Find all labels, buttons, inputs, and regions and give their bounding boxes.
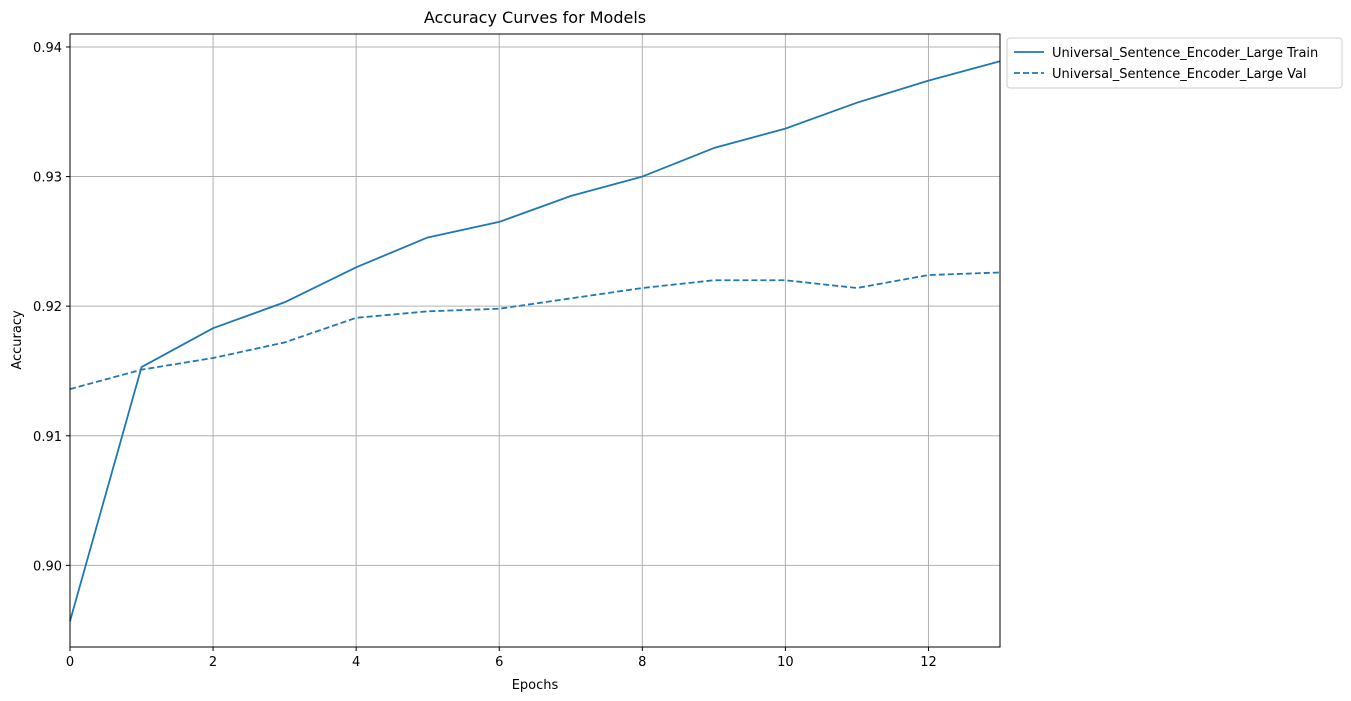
x-tick-label: 4 <box>352 655 360 670</box>
x-tick-label: 8 <box>638 655 646 670</box>
plot-area-border <box>69 33 1001 648</box>
y-tick-label: 0.92 <box>33 300 62 315</box>
x-axis: 0 2 4 6 8 10 12 <box>66 647 937 670</box>
val-series-line <box>69 271 1001 390</box>
y-tick-label: 0.94 <box>33 41 62 56</box>
x-tick-label: 2 <box>209 655 217 670</box>
legend-label: Universal_Sentence_Encoder_Large Train <box>1052 46 1318 61</box>
legend-label: Universal_Sentence_Encoder_Large Val <box>1052 67 1307 82</box>
grid-lines <box>69 34 1000 647</box>
legend-box <box>1006 37 1343 89</box>
y-axis-label: Accuracy <box>10 310 25 370</box>
x-tick-label: 10 <box>777 655 794 670</box>
chart-title: Accuracy Curves for Models <box>424 8 646 27</box>
plot-frame <box>69 33 1001 648</box>
legend: Universal_Sentence_Encoder_Large Train Un… <box>1006 37 1343 89</box>
y-tick-label: 0.93 <box>33 171 62 186</box>
x-tick-label: 0 <box>66 655 74 670</box>
y-axis: 0.90 0.91 0.92 0.93 0.94 <box>33 41 70 574</box>
train-series-line <box>69 60 1001 622</box>
x-tick-label: 12 <box>920 655 937 670</box>
y-tick-label: 0.91 <box>33 430 62 445</box>
y-tick-label: 0.90 <box>33 559 62 574</box>
x-axis-label: Epochs <box>512 678 559 693</box>
series-lines <box>69 60 1001 622</box>
x-tick-label: 6 <box>495 655 503 670</box>
